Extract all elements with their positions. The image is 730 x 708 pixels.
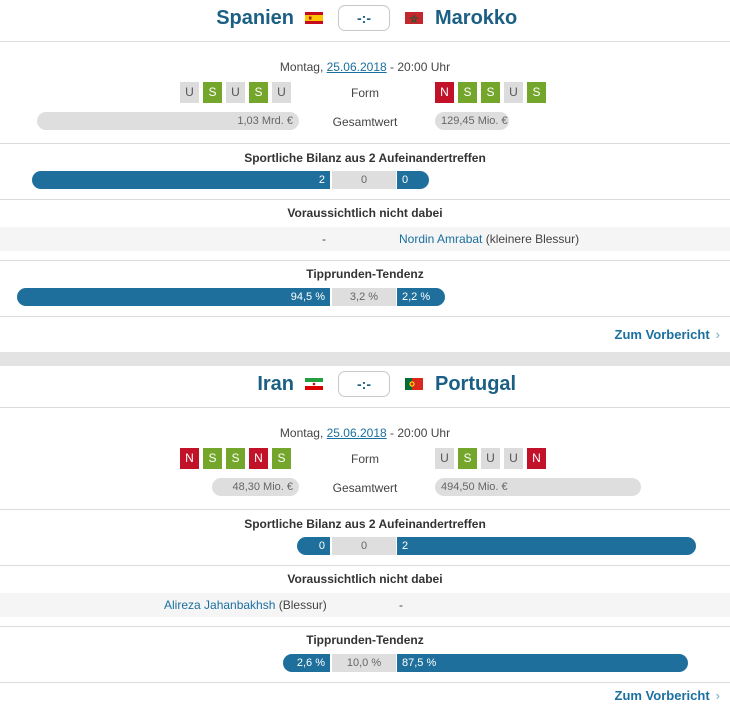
h2h-away-bar: 0 (397, 171, 429, 189)
match-card-iran-portugal: Iran -:- Portugal Montag, 25.06.2018 - 2… (0, 366, 730, 708)
form-badge: S (249, 82, 268, 103)
chevron-right-icon: › (715, 327, 720, 342)
tip-home-bar: 94,5 % (17, 288, 330, 306)
home-absent: - (322, 232, 326, 246)
divider (0, 260, 730, 261)
divider (0, 143, 730, 144)
divider (0, 682, 730, 683)
away-absent: Nordin Amrabat (kleinere Blessur) (399, 232, 579, 246)
match-weekday: Montag, (279, 426, 324, 440)
away-team-name[interactable]: Portugal (435, 373, 517, 395)
tip-away-bar: 2,2 % (397, 288, 445, 306)
divider (0, 565, 730, 566)
iran-flag-icon (305, 378, 323, 390)
tip-away-bar: 87,5 % (397, 654, 688, 672)
absent-reason: (Blessur) (278, 598, 327, 612)
form-badge: S (203, 448, 222, 469)
away-market-value: 129,45 Mio. € (435, 112, 509, 130)
away-market-value: 494,50 Mio. € (435, 478, 641, 496)
absent-title: Voraussichtlich nicht dabei (287, 206, 443, 220)
away-team-name[interactable]: Marokko (435, 7, 518, 29)
match-header: Spanien -:- Marokko (0, 0, 730, 42)
market-value-label: Gesamtwert (332, 481, 398, 495)
form-badge: U (272, 82, 291, 103)
tip-draw-bar: 3,2 % (332, 288, 396, 306)
home-absent: Alireza Jahanbakhsh (Blessur) (164, 598, 327, 612)
form-badge: N (180, 448, 199, 469)
preview-link-label: Zum Vorbericht (614, 688, 710, 703)
morocco-flag-icon (405, 12, 423, 24)
form-badge: U (226, 82, 245, 103)
form-badge: N (435, 82, 454, 103)
market-value-label: Gesamtwert (332, 115, 398, 129)
divider (0, 199, 730, 200)
absent-player-link[interactable]: Nordin Amrabat (399, 232, 483, 246)
preview-link[interactable]: Zum Vorbericht › (615, 688, 720, 703)
divider (0, 316, 730, 317)
form-badge: N (249, 448, 268, 469)
spain-flag-icon (305, 12, 323, 24)
absent-reason: (kleinere Blessur) (485, 232, 580, 246)
absent-title: Voraussichtlich nicht dabei (287, 572, 443, 586)
h2h-away-bar: 2 (397, 537, 696, 555)
score-box[interactable]: -:- (338, 371, 390, 397)
absent-row: - Nordin Amrabat (kleinere Blessur) (0, 227, 730, 251)
form-badge: S (458, 82, 477, 103)
form-badge: U (180, 82, 199, 103)
form-badge: S (272, 448, 291, 469)
form-badge: U (504, 82, 523, 103)
form-label: Form (351, 452, 379, 466)
form-badge: S (458, 448, 477, 469)
form-badge: S (481, 82, 500, 103)
chevron-right-icon: › (715, 688, 720, 703)
match-card-spanien-marokko: Spanien -:- Marokko Montag, 25.06.2018 -… (0, 0, 730, 352)
form-badge: U (504, 448, 523, 469)
match-date-link[interactable]: 25.06.2018 (326, 60, 387, 74)
form-badge: U (481, 448, 500, 469)
home-market-value: 1,03 Mrd. € (37, 112, 299, 130)
tip-title: Tipprunden-Tendenz (306, 267, 424, 281)
divider (0, 509, 730, 510)
form-badge: S (226, 448, 245, 469)
match-separator (0, 352, 730, 366)
form-badge: U (435, 448, 454, 469)
home-team-name[interactable]: Iran (257, 373, 294, 395)
match-date-link[interactable]: 25.06.2018 (326, 426, 387, 440)
away-absent: - (399, 598, 403, 612)
h2h-home-bar: 2 (32, 171, 330, 189)
home-team-name[interactable]: Spanien (216, 7, 294, 29)
form-label: Form (351, 86, 379, 100)
tip-draw-bar: 10,0 % (332, 654, 396, 672)
form-badge: S (203, 82, 222, 103)
portugal-flag-icon (405, 378, 423, 390)
match-weekday: Montag, (279, 60, 324, 74)
score-box[interactable]: -:- (338, 5, 390, 31)
h2h-draw-bar: 0 (332, 537, 396, 555)
home-market-value: 48,30 Mio. € (212, 478, 299, 496)
form-badge: N (527, 448, 546, 469)
h2h-draw-bar: 0 (332, 171, 396, 189)
h2h-title: Sportliche Bilanz aus 2 Aufeinandertreff… (244, 151, 486, 165)
match-date: Montag, 25.06.2018 - 20:00 Uhr (0, 426, 730, 440)
tip-title: Tipprunden-Tendenz (306, 633, 424, 647)
preview-link[interactable]: Zum Vorbericht › (615, 327, 720, 342)
match-header: Iran -:- Portugal (0, 366, 730, 408)
tip-home-bar: 2,6 % (283, 654, 330, 672)
h2h-home-bar: 0 (297, 537, 330, 555)
match-time: - 20:00 Uhr (390, 426, 451, 440)
form-badge: S (527, 82, 546, 103)
absent-player-link[interactable]: Alireza Jahanbakhsh (164, 598, 276, 612)
divider (0, 626, 730, 627)
h2h-title: Sportliche Bilanz aus 2 Aufeinandertreff… (244, 517, 486, 531)
absent-row: Alireza Jahanbakhsh (Blessur) - (0, 593, 730, 617)
match-date: Montag, 25.06.2018 - 20:00 Uhr (0, 60, 730, 74)
match-time: - 20:00 Uhr (390, 60, 451, 74)
preview-link-label: Zum Vorbericht (614, 327, 710, 342)
